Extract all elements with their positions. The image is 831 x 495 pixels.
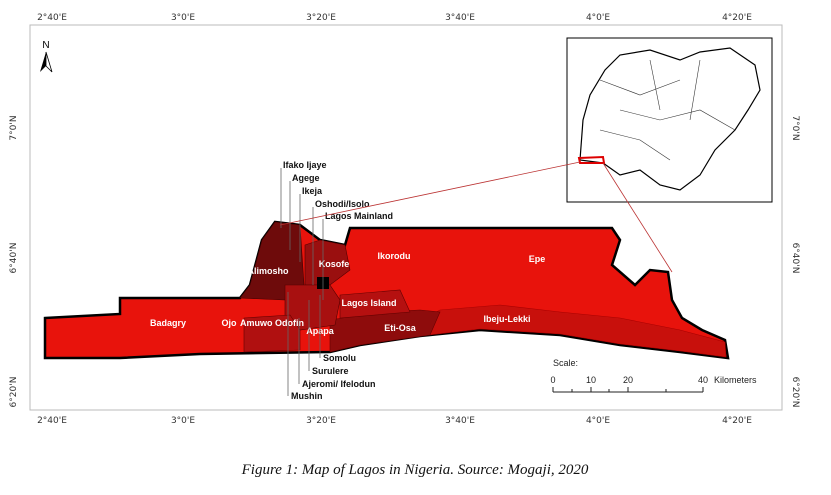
scale-label: 40	[698, 375, 708, 385]
area-label: Amuwo Odofin	[240, 318, 304, 328]
lon-tick: 3°40'E	[445, 416, 475, 426]
callout-label: Agege	[292, 173, 320, 183]
scale-label: 10	[586, 375, 596, 385]
area-label: Ikorodu	[378, 251, 411, 261]
callout-label: Ifako Ijaye	[283, 160, 327, 170]
lon-tick: 2°40'E	[37, 416, 67, 426]
lon-tick: 4°20'E	[722, 13, 752, 23]
lon-tick: 2°40'E	[37, 13, 67, 23]
lat-tick: 6°20'N	[9, 377, 19, 408]
callouts: Ifako Ijaye Agege Ikeja Oshodi/Isolo Lag…	[280, 160, 393, 401]
callout-label: Mushin	[291, 391, 323, 401]
callout-label: Oshodi/Isolo	[315, 199, 370, 209]
lon-ticks-top: 2°40'E 3°0'E 3°20'E 3°40'E 4°0'E 4°20'E	[37, 13, 752, 23]
lat-tick: 6°40'N	[790, 243, 800, 274]
lon-tick: 3°40'E	[445, 13, 475, 23]
area-label: Kosofe	[319, 259, 350, 269]
inset-map	[279, 37, 773, 273]
lon-tick: 3°0'E	[171, 416, 195, 426]
area-label: Epe	[529, 254, 546, 264]
callout-label: Lagos Mainland	[325, 211, 393, 221]
scale-label: 20	[623, 375, 633, 385]
lat-ticks: 7°0'N 6°40'N 6°20'N 7°0'N 6°40'N 6°20'N	[9, 115, 800, 407]
lon-tick: 3°20'E	[306, 13, 336, 23]
callout-label: Ajeromi/ Ifelodun	[302, 379, 376, 389]
callout-label: Surulere	[312, 366, 349, 376]
lat-tick: 7°0'N	[9, 115, 19, 140]
lon-tick: 3°20'E	[306, 416, 336, 426]
north-arrow: N	[40, 40, 53, 73]
area-label: Apapa	[306, 326, 335, 336]
area-label: Alimosho	[247, 266, 289, 276]
area-label: Ojo	[222, 318, 238, 328]
lat-tick: 6°40'N	[9, 243, 19, 274]
area-label: Lagos Island	[341, 298, 396, 308]
lat-tick: 7°0'N	[790, 115, 800, 140]
lon-tick: 4°20'E	[722, 416, 752, 426]
lon-tick: 4°0'E	[586, 416, 610, 426]
callout-label: Somolu	[323, 353, 356, 363]
lat-tick: 6°20'N	[790, 377, 800, 408]
callout-label: Ikeja	[302, 186, 323, 196]
area-label: Badagry	[150, 318, 186, 328]
area-label: Ibeju-Lekki	[483, 314, 530, 324]
lon-tick: 3°0'E	[171, 13, 195, 23]
area-label: Eti-Osa	[384, 323, 417, 333]
lon-tick: 4°0'E	[586, 13, 610, 23]
scale-unit: Kilometers	[714, 375, 757, 385]
lon-ticks-bottom: 2°40'E 3°0'E 3°20'E 3°40'E 4°0'E 4°20'E	[37, 416, 752, 426]
north-label: N	[42, 40, 49, 51]
caption: Figure 1: Map of Lagos in Nigeria. Sourc…	[241, 462, 589, 478]
scale-title: Scale:	[553, 358, 578, 368]
lagos-map: Alimosho Kosofe Ikorodu Epe Lagos Island…	[43, 220, 730, 360]
scale-bar: Scale: 0 10 20 40 Kilometers	[550, 358, 757, 393]
scale-label: 0	[550, 375, 555, 385]
